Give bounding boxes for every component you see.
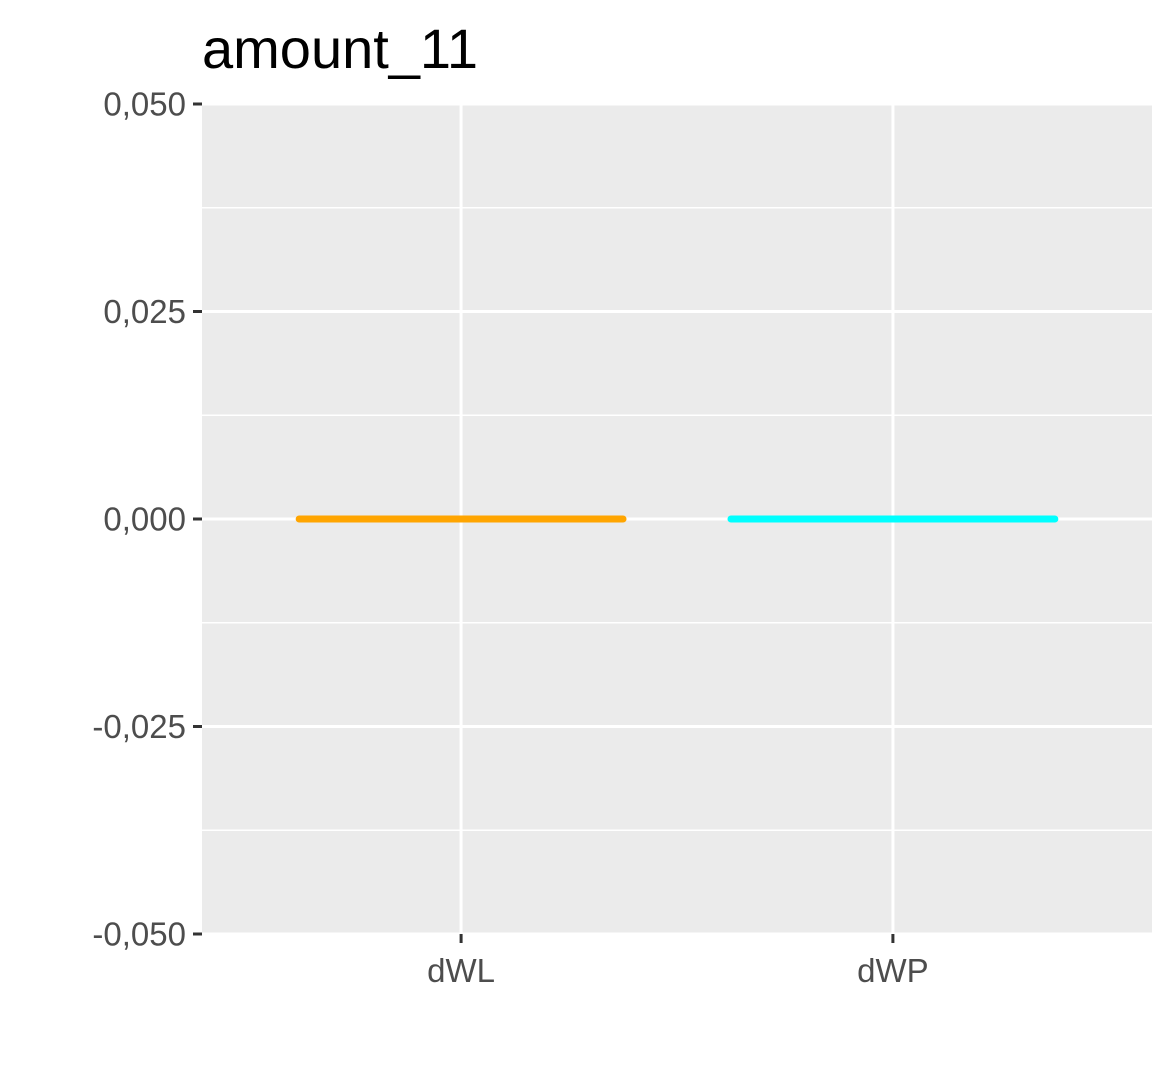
y-axis: -0,050 -0,025 0,000 0,025 0,050 — [92, 86, 202, 953]
x-axis: dWL dWP — [427, 934, 929, 989]
grid-minor — [202, 207, 1152, 831]
y-tick-label: 0,050 — [103, 86, 186, 123]
y-tick-label: 0,025 — [103, 293, 186, 330]
x-tick-label: dWL — [427, 952, 495, 989]
chart-title: amount_11 — [202, 17, 478, 80]
y-tick-label: 0,000 — [103, 501, 186, 538]
x-tick-label: dWP — [857, 952, 929, 989]
y-tick-label: -0,050 — [92, 916, 186, 953]
y-tick-label: -0,025 — [92, 708, 186, 745]
